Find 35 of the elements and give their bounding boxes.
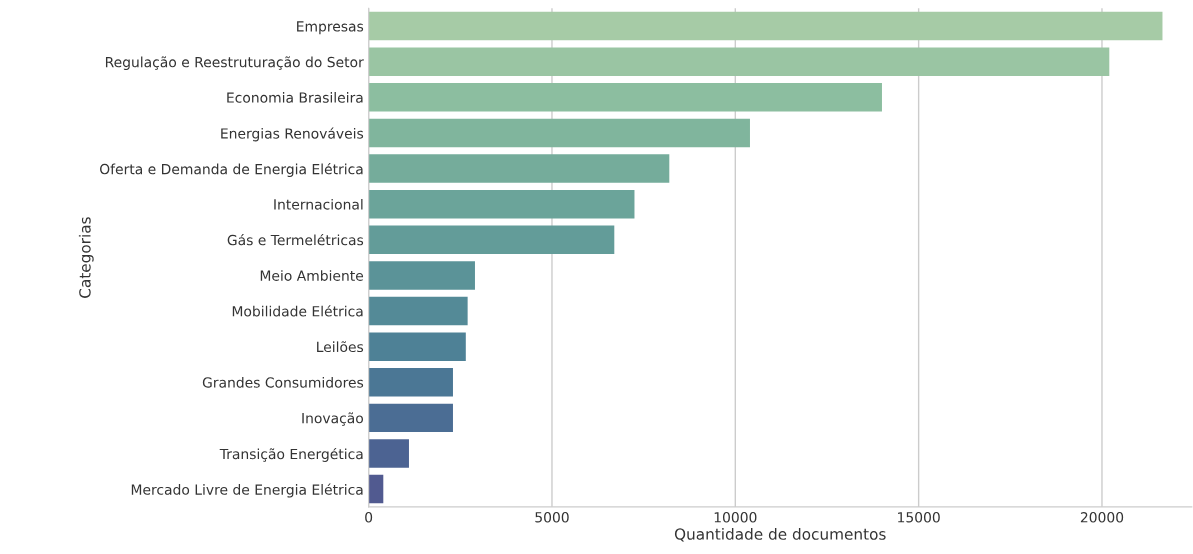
x-tick-label: 15000 xyxy=(898,512,940,523)
y-tick-label: Economia Brasileira xyxy=(227,92,363,103)
bar xyxy=(368,47,1110,76)
bar xyxy=(368,368,453,397)
bar xyxy=(368,225,615,255)
bar xyxy=(368,474,384,504)
bar xyxy=(368,154,670,183)
y-tick-label: Regulação e Reestruturação do Setor xyxy=(105,56,364,71)
x-tick-label: 0 xyxy=(365,512,373,523)
bar xyxy=(368,118,750,148)
y-tick-label: Mercado Livre de Energia Elétrica xyxy=(131,483,363,498)
y-tick-label: Transição Energética xyxy=(219,447,363,462)
x-tick-label: 10000 xyxy=(714,512,757,523)
y-tick-label: Oferta e Demanda de Energia Elétrica xyxy=(100,163,363,178)
bar xyxy=(368,189,635,219)
y-tick-label: Internacional xyxy=(274,198,363,210)
y-tick-label: Gás e Termelétricas xyxy=(227,233,364,246)
x-tick-label: 20000 xyxy=(1080,512,1124,523)
bar xyxy=(368,296,468,326)
bar xyxy=(368,261,475,290)
y-tick-label: Grandes Consumidores xyxy=(202,376,364,388)
x-tick-label: 5000 xyxy=(535,512,569,523)
y-tick-label: Leilões xyxy=(317,341,364,353)
y-tick-label: Energias Renováveis xyxy=(221,127,364,142)
bar xyxy=(368,439,409,468)
x-axis-title: Quantidade de documentos xyxy=(674,527,886,542)
bar xyxy=(368,11,1163,41)
y-tick-label: Mobilidade Elétrica xyxy=(232,305,363,317)
y-tick-label: Meio Ambiente xyxy=(260,270,364,281)
y-axis-title: Categorias xyxy=(78,217,94,298)
y-tick-label: Empresas xyxy=(297,21,364,35)
y-tick-label: Inovação xyxy=(302,412,364,426)
bar xyxy=(368,83,882,112)
bar xyxy=(368,332,466,361)
bar xyxy=(368,403,453,433)
